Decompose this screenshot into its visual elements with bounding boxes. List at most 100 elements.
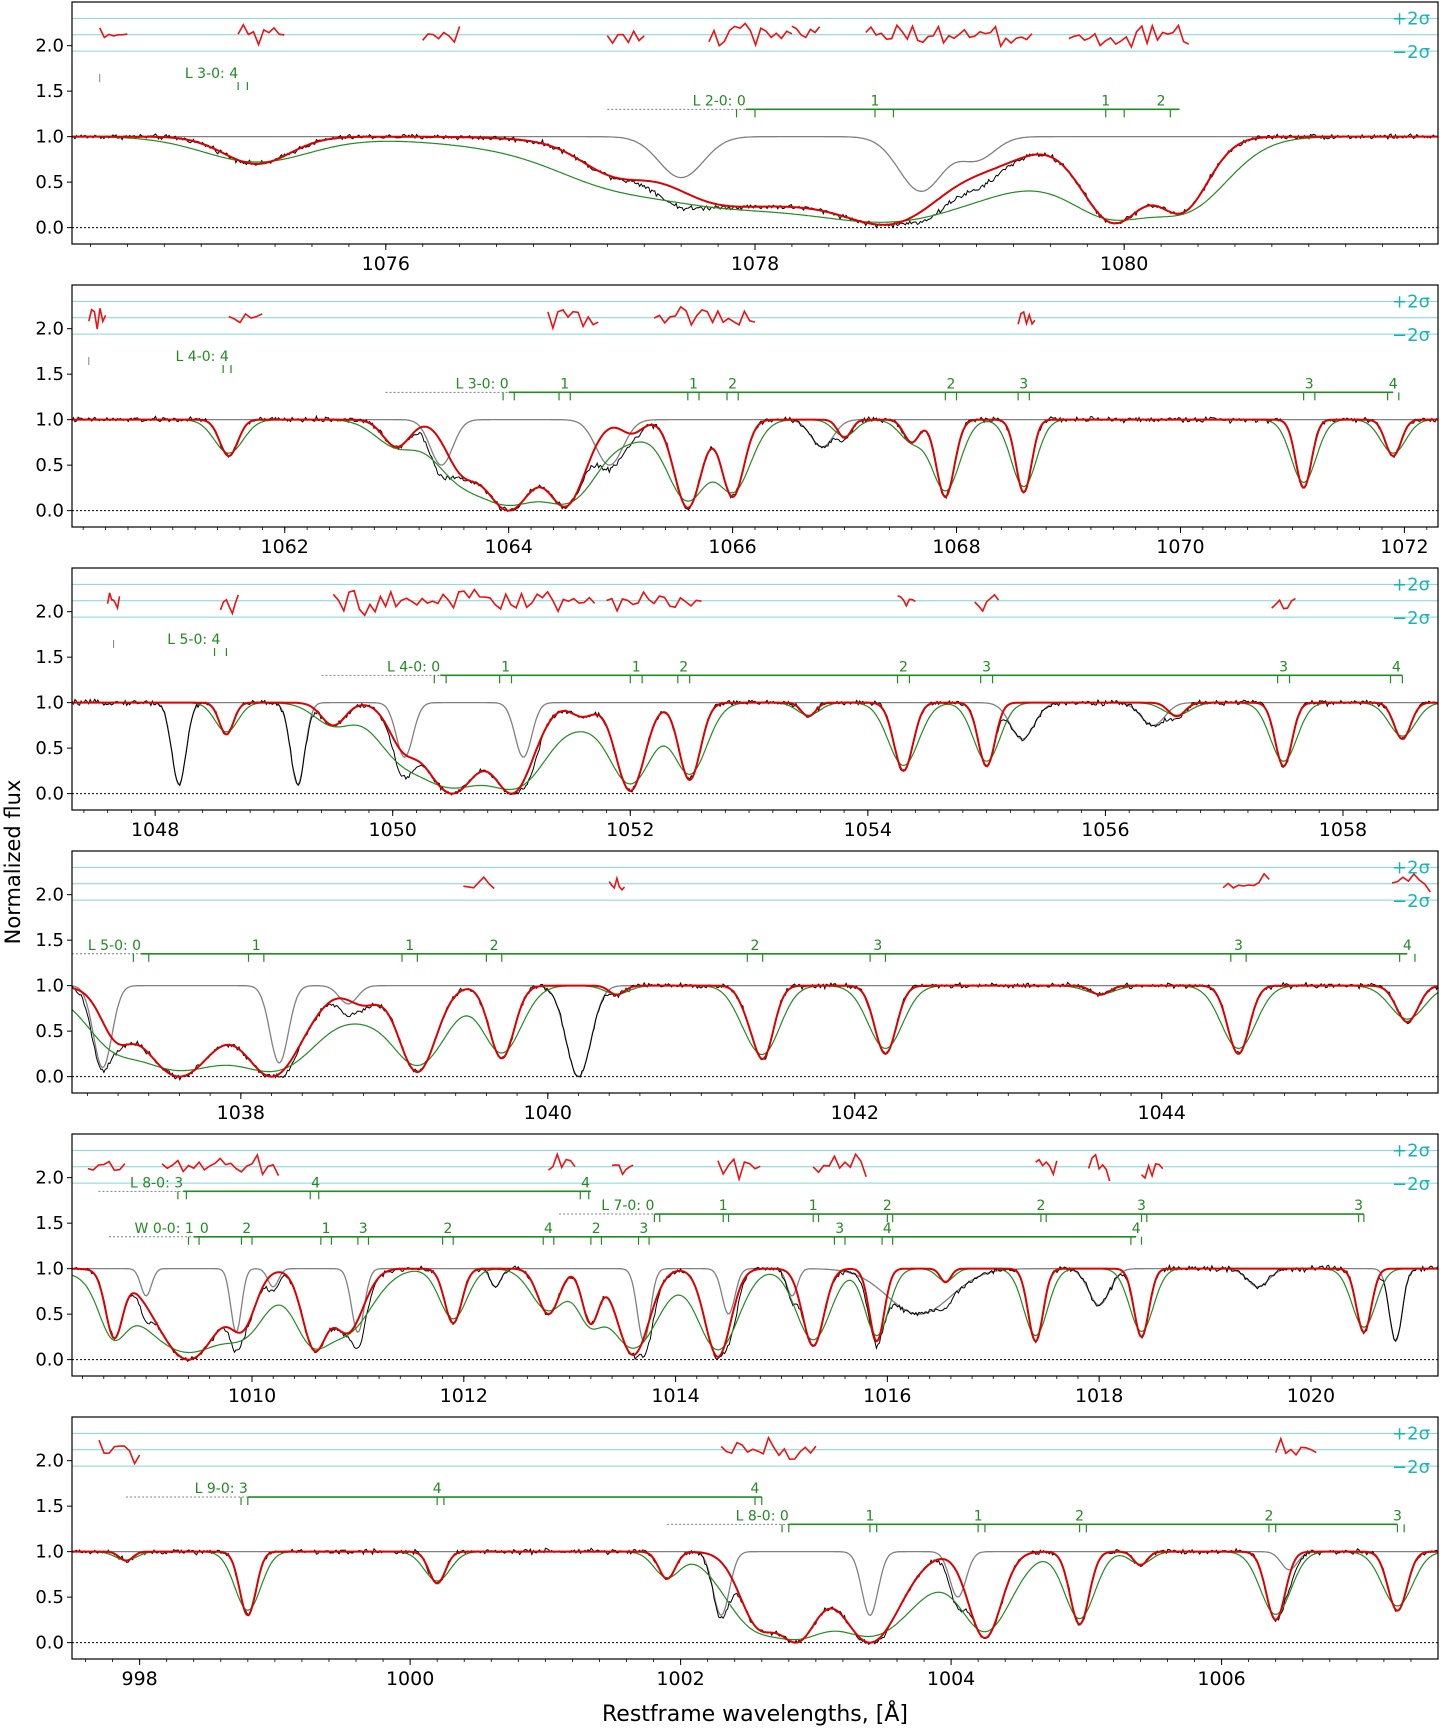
observed-spectrum — [72, 1263, 1438, 1362]
series-mark: 4 — [1403, 938, 1412, 954]
series-mark: 1 — [1101, 93, 1110, 109]
sigma-plus-label: +2σ — [1392, 574, 1430, 595]
plot-area: L 4-0: 4 L 3-0: 0 1 1 2 2 3 3 4 — [72, 300, 1438, 512]
x-tick-label: 1004 — [927, 1668, 975, 1690]
residual-segment — [865, 23, 1033, 49]
y-tick-label: 1.5 — [35, 647, 64, 668]
x-tick-label: 1070 — [1156, 536, 1204, 558]
series-label: W 0-0: 1 — [135, 1221, 194, 1237]
series-mark: 2 — [1157, 93, 1166, 109]
transition-series-2: L 8-0: 0 1 1 2 2 3 — [667, 1508, 1405, 1533]
x-tick-label: 1016 — [863, 1385, 911, 1407]
sigma-minus-label: −2σ — [1392, 1174, 1430, 1195]
y-tick-label: 1.5 — [35, 81, 64, 102]
series-mark: 4 — [751, 1481, 760, 1497]
residual-segment — [606, 590, 702, 613]
observed-spectrum — [72, 133, 1438, 229]
y-tick-label: 2.0 — [35, 319, 64, 340]
series-mark: 1 — [252, 938, 261, 954]
y-tick-label: 0.0 — [35, 1350, 64, 1371]
x-tick-label: 1056 — [1081, 819, 1129, 841]
model-fit — [72, 1267, 1438, 1361]
residual-segment — [720, 1435, 817, 1461]
sigma-plus-label: +2σ — [1392, 1140, 1430, 1161]
series-mark: 1 — [632, 659, 641, 675]
y-tick-label: 2.0 — [35, 885, 64, 906]
x-tick-label: 998 — [121, 1668, 157, 1690]
spectrum-panels: L 3-0: 4 L 2-0: 0 1 1 2 +2σ −2σ 0.0 0.5 1.0 1.5 2.0… — [35, 1, 1439, 1690]
y-tick-label: 1.0 — [35, 976, 64, 997]
y-tick-label: 1.0 — [35, 127, 64, 148]
plot-area: L 5-0: 0 1 1 2 2 3 3 4 — [72, 866, 1438, 1081]
series-label: L 3-0: 0 — [455, 376, 508, 392]
residual-segment — [88, 308, 107, 330]
x-tick-label: 1064 — [484, 536, 532, 558]
residual-segment — [106, 592, 121, 611]
series-mark: 3 — [1305, 376, 1314, 392]
x-tick-label: 1038 — [217, 1102, 265, 1124]
residual-segment — [1391, 872, 1431, 893]
series-mark: 1 — [405, 938, 414, 954]
residual-segment — [332, 588, 596, 617]
transition-series-1: L 9-0: 3 4 4 — [126, 1481, 763, 1506]
y-tick-label: 0.5 — [35, 1021, 64, 1042]
residual-segment — [422, 26, 461, 44]
panel-frame — [71, 1133, 1439, 1377]
x-tick-label: 1076 — [362, 253, 410, 275]
x-tick-label: 1072 — [1380, 536, 1428, 558]
series-mark: 2 — [728, 376, 737, 392]
residual-segment — [1068, 23, 1190, 50]
x-tick-label: 1044 — [1138, 1102, 1186, 1124]
transition-series-1: L 8-0: 3 4 4 — [98, 1175, 591, 1200]
residual-segment — [547, 308, 599, 331]
sigma-plus-label: +2σ — [1392, 857, 1430, 878]
transition-series-2: L 7-0: 0 1 1 2 2 3 3 — [559, 1198, 1365, 1223]
x-tick-label: 1050 — [369, 819, 417, 841]
series-mark: 4 — [1392, 659, 1401, 675]
series-label: L 4-0: 4 — [176, 349, 229, 365]
series-mark: 2 — [1264, 1508, 1273, 1524]
series-mark: 1 — [501, 659, 510, 675]
series-label: L 5-0: 4 — [167, 632, 220, 648]
residual-segment — [812, 1152, 867, 1177]
series-mark: 1 — [719, 1198, 728, 1214]
residual-segment — [1140, 1162, 1164, 1180]
series-mark: 4 — [1389, 376, 1398, 392]
residual-segment — [1035, 1158, 1058, 1177]
model-fit — [72, 418, 1438, 512]
y-tick-label: 1.0 — [35, 693, 64, 714]
y-tick-label: 0.0 — [35, 784, 64, 805]
series-mark: 0 — [200, 1221, 209, 1237]
component-profile — [72, 1268, 1438, 1354]
series-label: L 7-0: 0 — [601, 1198, 654, 1214]
y-tick-label: 1.5 — [35, 930, 64, 951]
y-axis-label: Normalized flux — [1, 780, 25, 945]
y-tick-label: 1.0 — [35, 1259, 64, 1280]
series-mark: 1 — [322, 1221, 331, 1237]
series-mark: 2 — [443, 1221, 452, 1237]
residual-segment — [548, 1151, 576, 1171]
transition-series-1: L 4-0: 4 — [88, 349, 232, 374]
spectrum-panel-4: L 5-0: 0 1 1 2 2 3 3 4 +2σ −2σ 0.0 0.5 1.0 1.5 2.0 1038… — [35, 850, 1439, 1124]
x-tick-label: 1066 — [708, 536, 756, 558]
observed-spectrum — [72, 981, 1438, 1081]
residual-segment — [897, 595, 916, 608]
model-fit — [72, 135, 1438, 226]
series-mark: 3 — [1279, 659, 1288, 675]
spectrum-panel-3: L 5-0: 4 L 4-0: 0 1 1 2 2 3 3 4 +2σ −2σ 0.0 0.5 1.0 1.… — [35, 567, 1439, 841]
series-mark: 4 — [433, 1481, 442, 1497]
y-tick-label: 2.0 — [35, 1451, 64, 1472]
sigma-plus-label: +2σ — [1392, 291, 1430, 312]
x-tick-label: 1012 — [440, 1385, 488, 1407]
residual-segment — [98, 27, 128, 39]
y-tick-label: 0.5 — [35, 1304, 64, 1325]
y-tick-label: 0.5 — [35, 1587, 64, 1608]
model-fit — [72, 1550, 1438, 1644]
residual-segment — [1222, 872, 1270, 889]
plot-area: L 5-0: 4 L 4-0: 0 1 1 2 2 3 3 4 — [72, 583, 1438, 796]
series-mark: 3 — [1234, 938, 1243, 954]
component-profile — [72, 985, 1438, 1073]
transition-series-1: L 3-0: 4 — [99, 66, 248, 91]
residual-segment — [717, 1157, 761, 1183]
series-mark: 3 — [1393, 1508, 1402, 1524]
